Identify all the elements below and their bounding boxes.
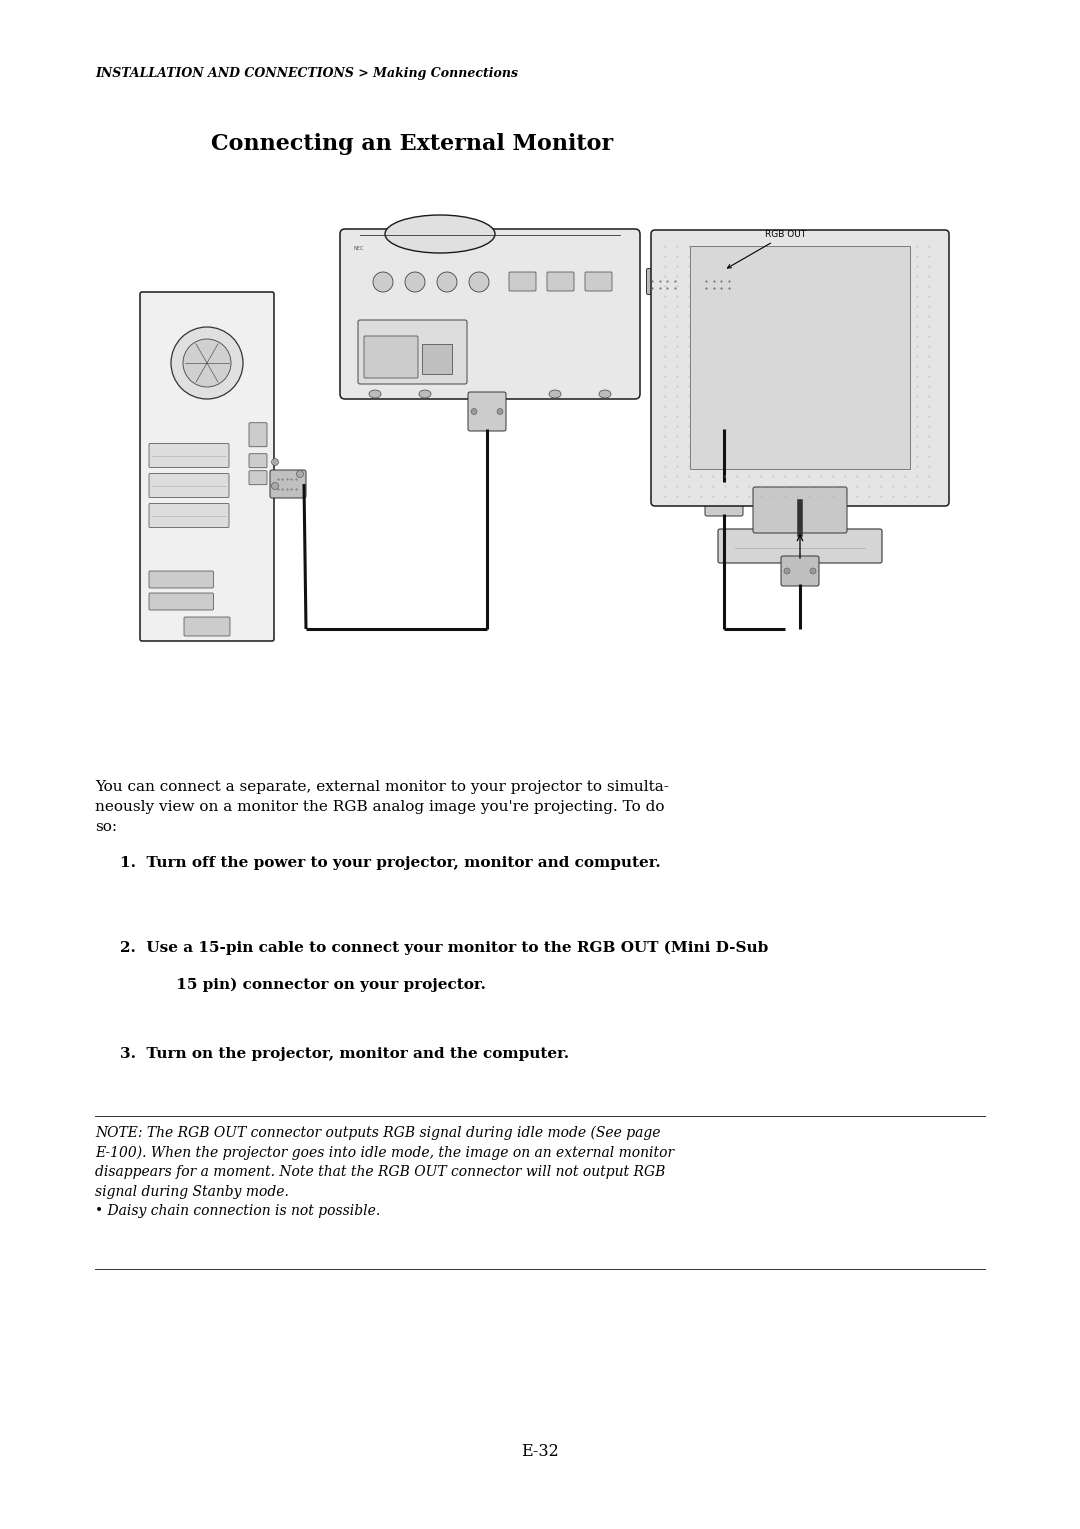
Circle shape — [271, 459, 279, 465]
Circle shape — [171, 327, 243, 399]
FancyBboxPatch shape — [249, 422, 267, 446]
Ellipse shape — [384, 216, 495, 252]
Circle shape — [183, 339, 231, 387]
Text: Connecting an External Monitor: Connecting an External Monitor — [211, 133, 612, 154]
Circle shape — [784, 567, 789, 573]
Bar — [690, 246, 910, 469]
FancyBboxPatch shape — [364, 336, 418, 378]
Circle shape — [469, 272, 489, 292]
FancyBboxPatch shape — [753, 488, 847, 534]
FancyBboxPatch shape — [718, 529, 882, 563]
Circle shape — [297, 471, 303, 477]
Text: You can connect a separate, external monitor to your projector to simulta-
neous: You can connect a separate, external mon… — [95, 780, 669, 833]
Text: 1.  Turn off the power to your projector, monitor and computer.: 1. Turn off the power to your projector,… — [120, 856, 661, 870]
FancyBboxPatch shape — [468, 391, 507, 431]
FancyBboxPatch shape — [701, 269, 742, 295]
Circle shape — [734, 408, 740, 414]
Circle shape — [708, 495, 714, 502]
FancyBboxPatch shape — [149, 593, 214, 610]
Text: INSTALLATION AND CONNECTIONS > Making Connections: INSTALLATION AND CONNECTIONS > Making Co… — [95, 67, 518, 81]
Text: 3.  Turn on the projector, monitor and the computer.: 3. Turn on the projector, monitor and th… — [120, 1047, 569, 1061]
Text: NEC: NEC — [353, 246, 363, 251]
FancyBboxPatch shape — [651, 229, 949, 506]
Ellipse shape — [369, 390, 381, 398]
Ellipse shape — [549, 390, 561, 398]
FancyBboxPatch shape — [705, 391, 743, 431]
Circle shape — [373, 272, 393, 292]
FancyBboxPatch shape — [422, 344, 453, 375]
FancyBboxPatch shape — [270, 469, 306, 498]
FancyBboxPatch shape — [249, 471, 267, 485]
FancyBboxPatch shape — [249, 454, 267, 468]
Circle shape — [497, 408, 503, 414]
FancyBboxPatch shape — [781, 557, 819, 586]
Text: 2.  Use a 15-pin cable to connect your monitor to the RGB OUT (Mini D-Sub: 2. Use a 15-pin cable to connect your mo… — [120, 940, 768, 954]
FancyBboxPatch shape — [184, 618, 230, 636]
FancyBboxPatch shape — [340, 229, 640, 399]
FancyBboxPatch shape — [647, 269, 688, 295]
Circle shape — [708, 408, 714, 414]
FancyBboxPatch shape — [149, 443, 229, 468]
Text: E-32: E-32 — [522, 1443, 558, 1460]
FancyBboxPatch shape — [149, 503, 229, 528]
FancyBboxPatch shape — [509, 272, 536, 291]
Circle shape — [271, 483, 279, 489]
Circle shape — [734, 495, 740, 502]
FancyBboxPatch shape — [140, 292, 274, 641]
Circle shape — [810, 567, 816, 573]
Circle shape — [471, 408, 477, 414]
FancyBboxPatch shape — [705, 480, 743, 515]
Circle shape — [405, 272, 426, 292]
Text: NOTE: The RGB OUT connector outputs RGB signal during idle mode (See page
E-100): NOTE: The RGB OUT connector outputs RGB … — [95, 1125, 674, 1219]
Ellipse shape — [419, 390, 431, 398]
Circle shape — [437, 272, 457, 292]
FancyBboxPatch shape — [149, 570, 214, 589]
FancyBboxPatch shape — [585, 272, 612, 291]
FancyBboxPatch shape — [149, 474, 229, 497]
Text: 15 pin) connector on your projector.: 15 pin) connector on your projector. — [150, 977, 486, 992]
FancyBboxPatch shape — [357, 320, 467, 384]
Text: RGB OUT: RGB OUT — [728, 229, 806, 268]
Ellipse shape — [599, 390, 611, 398]
FancyBboxPatch shape — [546, 272, 573, 291]
